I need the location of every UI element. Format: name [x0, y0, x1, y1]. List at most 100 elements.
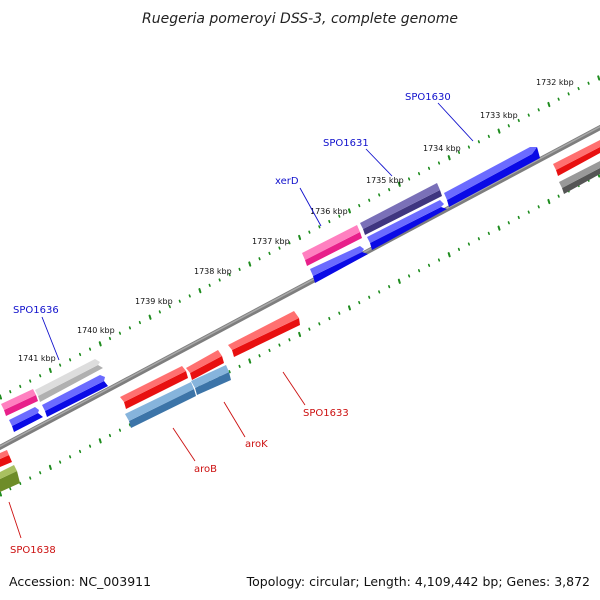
lower-tick-39	[388, 285, 391, 289]
lower-tick-36	[358, 300, 361, 305]
upper-tick-1	[9, 390, 12, 394]
upper-tick-55	[547, 101, 551, 108]
leader-spo1631	[365, 148, 393, 177]
lower-tick-49	[487, 231, 490, 236]
ruler-label-1735: 1735 kbp	[366, 176, 404, 185]
lower-tick-55	[547, 198, 551, 205]
upper-tick-8	[78, 352, 82, 357]
label-spo1638[interactable]: SPO1638	[10, 545, 56, 556]
upper-tick-14	[138, 320, 141, 325]
gene-left-blue-1[interactable]	[42, 375, 108, 417]
lower-tick-38	[378, 290, 381, 294]
gene-upstream-blue[interactable]	[310, 246, 368, 283]
gene-xerd[interactable]	[302, 225, 362, 266]
gene-left-pink[interactable]	[1, 389, 38, 416]
upper-tick-23	[228, 273, 231, 277]
upper-tick-12	[118, 331, 122, 335]
lower-tick-23	[228, 370, 231, 374]
gene-spo1633[interactable]	[228, 311, 300, 357]
upper-tick-48	[477, 140, 480, 144]
label-spo1630[interactable]: SPO1630	[405, 92, 451, 103]
map-title: Ruegeria pomeroyi DSS-3, complete genome	[142, 11, 458, 27]
gene-spo1636[interactable]	[35, 359, 103, 402]
gene-arob[interactable]	[120, 366, 188, 409]
ruler-label-1738: 1738 kbp	[194, 267, 232, 276]
lower-tick-1	[9, 487, 12, 491]
lower-tick-27	[268, 348, 271, 353]
label-spo1636[interactable]: SPO1636	[13, 305, 59, 316]
leader-arok	[223, 401, 246, 438]
upper-tick-32	[318, 225, 321, 229]
leader-lines	[8, 102, 474, 539]
lower-tick-48	[477, 237, 480, 241]
leader-spo1630	[437, 102, 474, 142]
gene-labels: SPO1630 SPO1631 xerD SPO1636 SPO1633 aro…	[10, 92, 451, 556]
label-arob[interactable]: aroB	[194, 464, 217, 475]
gene-spo1630[interactable]	[444, 147, 540, 207]
gene-left-red-lower[interactable]	[0, 450, 12, 467]
ruler-label-1732: 1732 kbp	[536, 78, 574, 87]
leader-arob	[172, 427, 196, 462]
ruler-label-1739: 1739 kbp	[135, 297, 173, 306]
lower-tick-33	[328, 316, 331, 321]
lower-tick-40	[397, 278, 401, 284]
upper-tick-34	[338, 214, 341, 218]
upper-tick-31	[308, 230, 311, 234]
leader-spo1633	[282, 371, 306, 406]
gene-left-blue-2[interactable]	[9, 407, 43, 432]
label-xerd[interactable]: xerD	[275, 176, 299, 187]
lower-tick-0	[0, 491, 2, 497]
lower-tick-6	[59, 460, 62, 464]
lower-tick-47	[467, 242, 471, 246]
label-spo1631[interactable]: SPO1631	[323, 138, 369, 149]
lower-tick-3	[29, 476, 32, 480]
lower-tick-25	[248, 358, 252, 364]
gene-spo1631-blue[interactable]	[367, 200, 447, 250]
upper-tick-27	[268, 251, 271, 256]
lower-tick-10	[98, 438, 102, 444]
upper-tick-58	[577, 86, 580, 91]
ruler-ticks-upper	[0, 75, 600, 400]
lower-tick-31	[308, 327, 311, 331]
gene-spo1631-purple[interactable]	[360, 183, 442, 235]
upper-tick-30	[298, 234, 302, 241]
upper-tick-26	[258, 257, 261, 261]
lower-tick-53	[527, 210, 530, 214]
label-arok[interactable]: aroK	[245, 439, 268, 450]
gene-spo1638[interactable]	[0, 465, 20, 492]
lower-tick-7	[68, 455, 72, 459]
gene-top-right-red[interactable]	[553, 140, 600, 176]
lower-tick-52	[517, 215, 520, 220]
upper-tick-25	[248, 261, 252, 267]
upper-tick-19	[188, 294, 191, 298]
gene-top-right-gray[interactable]	[559, 161, 600, 194]
gene-arok[interactable]	[186, 350, 224, 380]
gene-steel-2[interactable]	[125, 382, 196, 428]
upper-tick-4	[39, 374, 42, 378]
upper-tick-51	[507, 124, 510, 128]
upper-tick-20	[198, 288, 202, 294]
label-spo1633[interactable]: SPO1633	[303, 408, 349, 419]
ruler-label-1741: 1741 kbp	[18, 354, 56, 363]
lower-tick-13	[128, 423, 132, 427]
lower-tick-26	[258, 354, 261, 358]
upper-tick-5	[48, 367, 52, 374]
upper-tick-45	[447, 155, 451, 161]
lower-tick-42	[417, 269, 421, 273]
lower-tick-45	[447, 252, 451, 258]
upper-tick-21	[208, 283, 211, 287]
upper-tick-22	[218, 278, 221, 282]
upper-tick-13	[128, 326, 132, 330]
upper-tick-54	[537, 108, 540, 112]
upper-tick-49	[487, 134, 490, 139]
upper-tick-39	[388, 188, 391, 192]
upper-tick-46	[457, 150, 461, 154]
gene-steel-1[interactable]	[191, 365, 231, 395]
lower-tick-30	[298, 331, 302, 338]
upper-tick-7	[68, 358, 72, 362]
ruler-label-1737: 1737 kbp	[252, 237, 290, 246]
upper-tick-57	[567, 92, 570, 96]
lower-tick-4	[39, 471, 42, 475]
upper-tick-3	[29, 379, 32, 383]
upper-tick-44	[437, 161, 441, 165]
